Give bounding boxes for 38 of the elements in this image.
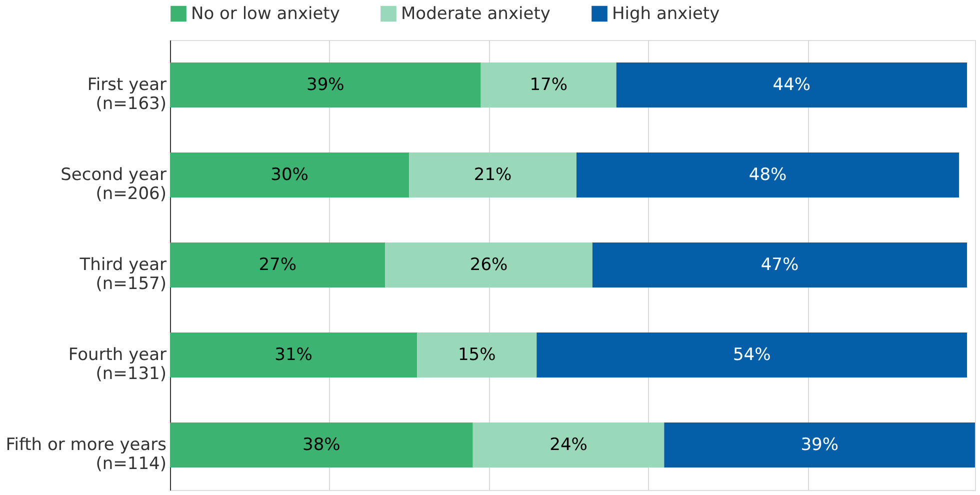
bar <box>170 422 473 468</box>
legend-label: Moderate anxiety <box>401 4 550 24</box>
bar <box>170 332 418 378</box>
data-label: 24% <box>550 435 588 455</box>
bar <box>616 62 968 108</box>
bar <box>170 62 481 108</box>
data-label: 48% <box>748 165 787 185</box>
bar <box>385 242 592 288</box>
legend-label: High anxiety <box>612 4 720 24</box>
y-tick-label: Fifth or more years (n=114) <box>6 435 167 474</box>
bar <box>480 62 616 108</box>
data-label: 54% <box>732 345 771 365</box>
data-label: 47% <box>760 255 799 275</box>
data-label: 44% <box>772 75 811 95</box>
data-label: 39% <box>306 75 344 95</box>
data-label: 39% <box>800 435 838 455</box>
bar <box>417 332 537 378</box>
y-tick-label: Third year (n=157) <box>78 255 166 294</box>
bar <box>664 422 975 468</box>
bar <box>576 152 960 198</box>
bar <box>536 332 968 378</box>
data-label: 21% <box>474 165 512 185</box>
data-label: 30% <box>270 165 308 185</box>
data-label: 31% <box>274 345 312 365</box>
bar <box>472 422 664 468</box>
data-label: 17% <box>530 75 568 95</box>
data-label: 15% <box>458 345 496 365</box>
legend-label: No or low anxiety <box>191 4 340 24</box>
data-label: 26% <box>470 255 508 275</box>
data-label: 38% <box>302 435 340 455</box>
bar <box>592 242 968 288</box>
bar <box>170 242 386 288</box>
bar <box>409 152 576 198</box>
y-tick-label: Second year (n=206) <box>60 165 166 204</box>
bar <box>170 152 410 198</box>
y-tick-label: Fourth year (n=131) <box>68 345 167 384</box>
y-tick-label: First year (n=163) <box>87 75 167 114</box>
data-label: 27% <box>258 255 296 275</box>
